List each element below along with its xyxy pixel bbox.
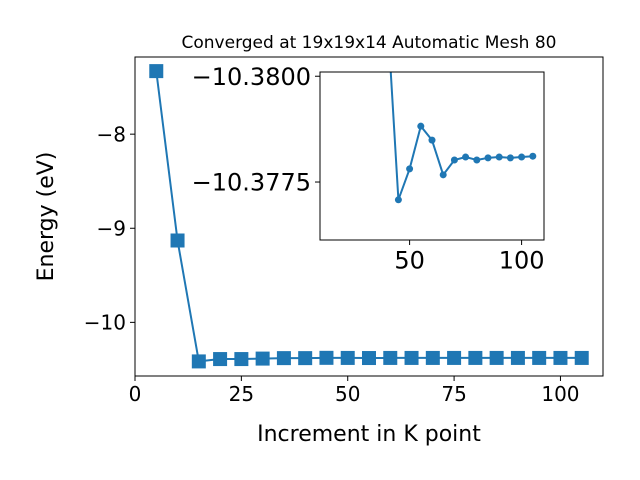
marker — [447, 350, 462, 365]
marker — [406, 165, 414, 173]
marker — [495, 153, 503, 161]
marker — [417, 122, 425, 130]
marker — [428, 136, 436, 144]
marker — [319, 350, 334, 365]
marker — [532, 350, 547, 365]
axes: 0 25 50 75 100 −10 −9 −8 Converged at 19x19x14 A… — [34, 33, 604, 447]
marker — [191, 354, 206, 369]
axes-background — [320, 72, 544, 240]
marker — [213, 352, 228, 367]
x-axis-label: Increment in K point — [257, 422, 481, 447]
chart-title: Converged at 19x19x14 Automatic Mesh 80 — [182, 33, 557, 53]
x-tick-label: 50 — [335, 382, 360, 406]
marker — [439, 171, 447, 179]
marker — [298, 351, 313, 366]
plot-area — [384, 9, 537, 204]
y-tick-label: −10 — [84, 311, 126, 335]
axes-frame — [134, 56, 604, 377]
y-tick-label: −10.3775 — [192, 169, 311, 197]
marker — [276, 351, 291, 366]
x-tick-label: 75 — [441, 382, 466, 406]
x-tick-label: 100 — [499, 246, 545, 274]
x-tick-label: 50 — [394, 246, 425, 274]
marker — [574, 350, 589, 365]
marker — [255, 351, 270, 366]
marker — [473, 156, 481, 164]
y-axis-label: Energy (eV) — [34, 152, 59, 282]
marker — [362, 351, 376, 366]
marker — [484, 154, 492, 162]
marker — [529, 152, 537, 160]
marker — [468, 350, 483, 365]
axes: 50 100 −10.3800 −10.3775 — [192, 9, 545, 275]
x-tick-label: 0 — [129, 382, 142, 406]
y-tick-label: −8 — [97, 122, 126, 146]
marker — [404, 350, 419, 365]
y-tick-label: −10.3800 — [192, 63, 311, 91]
x-tick-label: 100 — [541, 382, 579, 406]
y-tick-label: −9 — [97, 216, 126, 240]
marker — [340, 350, 355, 365]
x-tick-label: 25 — [229, 382, 254, 406]
marker — [234, 352, 249, 367]
marker — [553, 350, 568, 365]
marker — [462, 153, 470, 161]
marker — [170, 233, 185, 248]
marker — [518, 153, 526, 161]
marker — [425, 350, 440, 365]
marker — [394, 196, 402, 204]
marker — [510, 350, 525, 365]
marker — [489, 350, 504, 365]
axes-frame — [319, 71, 545, 241]
marker — [149, 64, 164, 79]
marker — [384, 9, 391, 16]
marker — [383, 350, 398, 365]
marker — [450, 156, 458, 164]
marker — [506, 154, 514, 162]
plot-area — [149, 64, 589, 369]
